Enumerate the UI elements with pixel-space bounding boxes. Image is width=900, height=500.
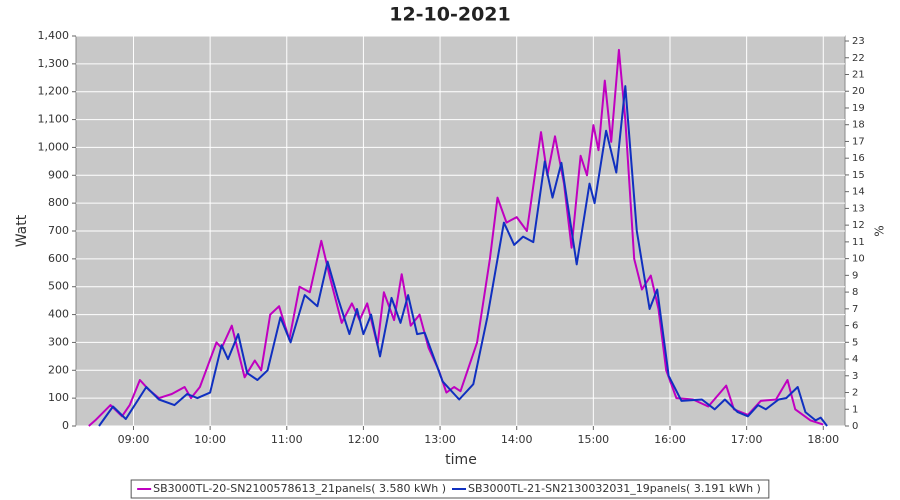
- y-tick-label: 0: [62, 419, 69, 432]
- x-tick-label: 09:00: [118, 433, 150, 446]
- y2-axis-label: %: [873, 225, 887, 236]
- y2-tick-label: 22: [852, 53, 865, 64]
- y-tick-label: 600: [48, 252, 69, 265]
- x-tick-label: 17:00: [731, 433, 763, 446]
- x-tick-label: 10:00: [194, 433, 226, 446]
- y-tick-label: 1,400: [38, 29, 70, 42]
- x-tick-label: 13:00: [424, 433, 456, 446]
- x-tick-label: 16:00: [654, 433, 686, 446]
- y2-tick-label: 12: [852, 220, 865, 231]
- y2-tick-label: 10: [852, 254, 865, 265]
- y-tick-label: 700: [48, 224, 69, 237]
- y2-tick-label: 3: [852, 371, 858, 382]
- y-tick-label: 500: [48, 280, 69, 293]
- y2-tick-label: 19: [852, 103, 865, 114]
- series-line: [98, 85, 828, 427]
- y2-tick-label: 23: [852, 36, 865, 47]
- y2-tick-label: 18: [852, 120, 865, 131]
- legend-box: [130, 479, 770, 499]
- x-tick-label: 12:00: [348, 433, 380, 446]
- y2-tick-label: 15: [852, 170, 865, 181]
- y2-tick-label: 8: [852, 287, 858, 298]
- y2-tick-label: 17: [852, 136, 865, 147]
- legend-label: SB3000TL-20-SN2100578613_21panels( 3.580…: [153, 482, 446, 495]
- y-tick-label: 900: [48, 168, 69, 181]
- legend-label: SB3000TL-21-SN2130032031_19panels( 3.191…: [468, 482, 761, 495]
- y2-tick-label: 21: [852, 69, 865, 80]
- y-tick-label: 200: [48, 363, 69, 376]
- y2-tick-label: 6: [852, 321, 858, 332]
- y2-tick-label: 14: [852, 187, 865, 198]
- y2-tick-label: 16: [852, 153, 865, 164]
- x-tick-label: 11:00: [271, 433, 303, 446]
- x-tick-label: 18:00: [807, 433, 839, 446]
- y2-tick-label: 20: [852, 86, 865, 97]
- y-tick-label: 1,000: [38, 140, 70, 153]
- y-tick-label: 100: [48, 391, 69, 404]
- x-tick-label: 14:00: [501, 433, 533, 446]
- y-tick-label: 300: [48, 335, 69, 348]
- y2-tick-label: 0: [852, 421, 858, 432]
- y2-tick-label: 2: [852, 388, 858, 399]
- chart-title: 12-10-2021: [389, 4, 511, 26]
- y2-tick-label: 4: [852, 354, 858, 365]
- y-tick-label: 1,100: [38, 113, 70, 126]
- y2-tick-label: 13: [852, 203, 865, 214]
- y-tick-label: 800: [48, 196, 69, 209]
- y-tick-label: 400: [48, 308, 69, 321]
- x-tick-label: 15:00: [577, 433, 609, 446]
- y2-tick-label: 11: [852, 237, 865, 248]
- y-tick-label: 1,300: [38, 57, 70, 70]
- y-tick-label: 1,200: [38, 85, 70, 98]
- x-axis-label: time: [445, 452, 477, 468]
- y-axis-label: Watt: [14, 214, 30, 247]
- y2-tick-label: 5: [852, 337, 858, 348]
- y2-tick-label: 1: [852, 404, 858, 415]
- y2-tick-label: 9: [852, 270, 858, 281]
- y2-tick-label: 7: [852, 304, 858, 315]
